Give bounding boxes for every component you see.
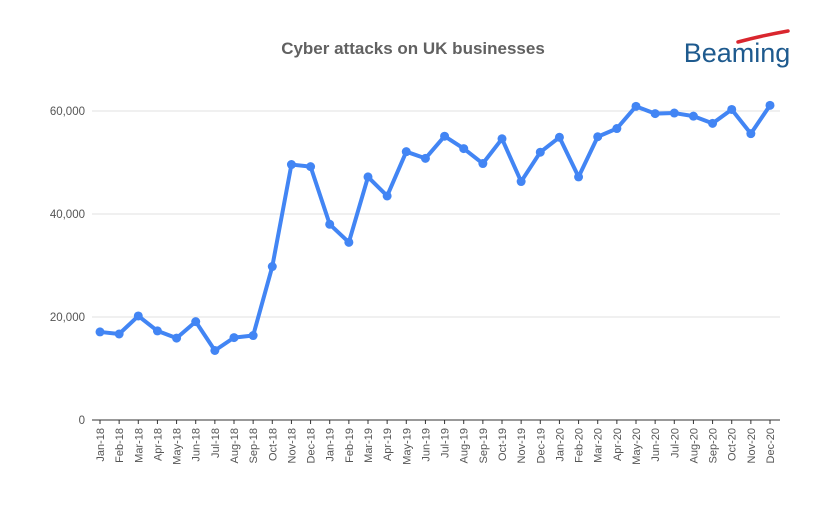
x-tick-label: Aug-18 xyxy=(229,428,241,463)
data-point xyxy=(708,118,718,128)
x-tick-label: Apr-18 xyxy=(152,428,164,461)
x-tick-label: Jul-18 xyxy=(210,428,222,458)
data-point xyxy=(554,132,564,142)
x-tick-label: Jun-19 xyxy=(420,428,432,462)
data-point xyxy=(727,104,737,114)
x-tick-label: Apr-20 xyxy=(612,428,624,461)
y-axis-ticks: 0 20,000 40,000 60,000 xyxy=(50,106,85,427)
data-point xyxy=(765,100,775,110)
x-tick-label: Feb-19 xyxy=(344,428,356,463)
data-point xyxy=(344,237,354,247)
chart-title: Cyber attacks on UK businesses xyxy=(281,39,545,58)
x-tick-label: Feb-20 xyxy=(574,428,586,463)
series-points xyxy=(95,100,775,355)
data-point xyxy=(612,124,622,134)
data-point xyxy=(459,144,469,154)
y-tick-label: 20,000 xyxy=(50,312,85,324)
x-tick-label: Sep-20 xyxy=(708,428,720,463)
data-point xyxy=(631,101,641,111)
data-point xyxy=(306,162,316,172)
data-point xyxy=(286,160,296,170)
x-tick-label: Jan-19 xyxy=(325,428,337,462)
data-point xyxy=(688,111,698,121)
y-tick-label: 40,000 xyxy=(50,209,85,221)
x-tick-label: May-19 xyxy=(401,428,413,465)
x-tick-label: Oct-18 xyxy=(267,428,279,461)
x-tick-label: Jul-19 xyxy=(440,428,452,458)
x-tick-label: Jun-18 xyxy=(191,428,203,462)
data-point xyxy=(95,327,105,337)
data-point xyxy=(363,172,373,182)
data-point xyxy=(593,132,603,142)
x-tick-label: Dec-18 xyxy=(306,428,318,463)
data-point xyxy=(325,219,335,229)
x-tick-label: Oct-19 xyxy=(497,428,509,461)
data-point xyxy=(497,134,507,144)
data-point xyxy=(401,147,411,157)
data-point xyxy=(267,262,277,272)
data-point xyxy=(420,153,430,163)
y-tick-label: 60,000 xyxy=(50,106,85,118)
data-point xyxy=(746,129,756,139)
x-tick-label: Dec-19 xyxy=(535,428,547,463)
data-point xyxy=(229,333,239,343)
x-tick-label: Jul-20 xyxy=(669,428,681,458)
data-point xyxy=(191,317,201,327)
data-point xyxy=(133,311,143,321)
y-tick-label: 0 xyxy=(79,415,85,427)
data-point xyxy=(669,108,679,118)
x-tick-label: Nov-20 xyxy=(746,428,758,463)
x-tick-label: Aug-19 xyxy=(459,428,471,463)
x-tick-label: Jan-18 xyxy=(95,428,107,462)
gridlines xyxy=(92,110,780,421)
series-line xyxy=(98,103,772,353)
data-point xyxy=(248,331,258,341)
data-point xyxy=(382,191,392,201)
x-tick-label: Apr-19 xyxy=(382,428,394,461)
x-tick-label: May-20 xyxy=(631,428,643,465)
x-axis-ticks: Jan-18 Feb-18 Mar-18 Apr-18 May-18 Jun-18 Jul-… xyxy=(95,420,777,465)
data-point xyxy=(478,159,488,169)
x-tick-label: May-18 xyxy=(172,428,184,465)
logo-swoosh-icon xyxy=(736,29,790,44)
data-point xyxy=(535,147,545,157)
data-point xyxy=(114,329,124,339)
x-tick-label: Jan-20 xyxy=(554,428,566,462)
x-tick-label: Mar-18 xyxy=(133,428,145,463)
x-tick-label: Aug-20 xyxy=(688,428,700,463)
logo-text: Beaming xyxy=(684,38,791,68)
data-point xyxy=(516,177,526,187)
data-point xyxy=(152,326,162,336)
x-tick-label: Jun-20 xyxy=(650,428,662,462)
x-tick-label: Mar-19 xyxy=(363,428,375,463)
brand-logo: Beaming xyxy=(684,29,791,68)
x-tick-label: Oct-20 xyxy=(727,428,739,461)
x-tick-label: Feb-18 xyxy=(114,428,126,463)
data-point xyxy=(650,109,660,119)
x-tick-label: Mar-20 xyxy=(593,428,605,463)
x-tick-label: Sep-19 xyxy=(478,428,490,463)
data-point xyxy=(440,131,450,141)
x-tick-label: Nov-18 xyxy=(286,428,298,463)
data-point xyxy=(172,333,182,343)
x-tick-label: Sep-18 xyxy=(248,428,260,463)
data-point xyxy=(210,345,220,355)
data-point xyxy=(574,172,584,182)
x-tick-label: Nov-19 xyxy=(516,428,528,463)
series-line-path xyxy=(98,103,772,353)
x-tick-label: Dec-20 xyxy=(765,428,777,463)
